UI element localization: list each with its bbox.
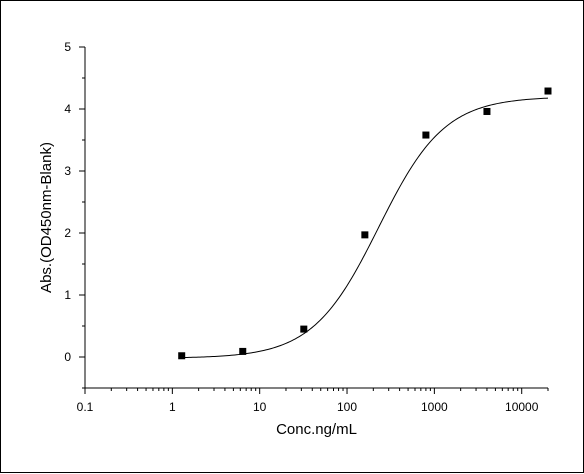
data-point bbox=[544, 87, 552, 95]
y-axis-title: Abs.(OD450nm-Blank) bbox=[38, 142, 55, 293]
data-point bbox=[483, 107, 491, 115]
fit-curve bbox=[181, 97, 549, 359]
data-point bbox=[178, 352, 186, 360]
x-tick-label: 0.1 bbox=[77, 400, 94, 414]
y-tick-label: 5 bbox=[64, 40, 71, 54]
y-tick-label: 3 bbox=[64, 164, 71, 178]
y-tick-label: 2 bbox=[64, 226, 71, 240]
x-ticks: 0.1 1 10 100 1000 10000 bbox=[77, 388, 549, 414]
x-tick-label: 10 bbox=[253, 400, 267, 414]
y-tick-label: 0 bbox=[64, 350, 71, 364]
x-tick-label: 1 bbox=[169, 400, 176, 414]
data-points bbox=[178, 87, 552, 360]
x-tick-label: 1000 bbox=[421, 400, 448, 414]
x-tick-label: 100 bbox=[337, 400, 357, 414]
data-point bbox=[300, 325, 308, 333]
data-point bbox=[422, 131, 430, 139]
data-point bbox=[239, 347, 247, 355]
axes bbox=[84, 47, 548, 389]
data-point bbox=[361, 231, 369, 239]
x-tick-label: 10000 bbox=[505, 400, 539, 414]
y-tick-label: 4 bbox=[64, 102, 71, 116]
y-ticks: 0 1 2 3 4 5 bbox=[64, 40, 85, 389]
x-axis-title: Conc.ng/mL bbox=[276, 421, 357, 438]
y-tick-label: 1 bbox=[64, 288, 71, 302]
